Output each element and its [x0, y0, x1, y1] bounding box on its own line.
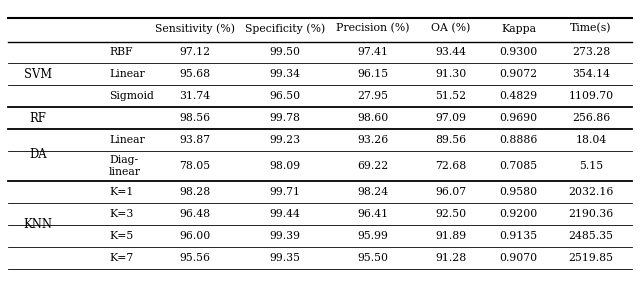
- Text: 97.09: 97.09: [435, 113, 467, 123]
- Text: 31.74: 31.74: [179, 91, 211, 101]
- Text: 96.41: 96.41: [357, 209, 388, 219]
- Text: Sigmoid: Sigmoid: [109, 91, 154, 101]
- Text: Sensitivity (%): Sensitivity (%): [155, 23, 235, 34]
- Text: 354.14: 354.14: [572, 69, 610, 79]
- Text: 0.8886: 0.8886: [499, 135, 538, 145]
- Text: 97.12: 97.12: [179, 47, 211, 57]
- Text: KNN: KNN: [24, 218, 52, 231]
- Text: 97.41: 97.41: [357, 47, 388, 57]
- Text: 0.4829: 0.4829: [499, 91, 538, 101]
- Text: 93.44: 93.44: [435, 47, 467, 57]
- Text: 92.50: 92.50: [435, 209, 467, 219]
- Text: K=3: K=3: [109, 209, 133, 219]
- Text: 78.05: 78.05: [179, 161, 211, 171]
- Text: 95.68: 95.68: [179, 69, 211, 79]
- Text: 95.56: 95.56: [179, 253, 211, 263]
- Text: 98.09: 98.09: [269, 161, 301, 171]
- Text: 2032.16: 2032.16: [568, 187, 614, 197]
- Text: 2190.36: 2190.36: [568, 209, 614, 219]
- Text: Linear: Linear: [109, 135, 145, 145]
- Text: 0.9072: 0.9072: [499, 69, 538, 79]
- Text: 2519.85: 2519.85: [568, 253, 614, 263]
- Text: 99.50: 99.50: [269, 47, 301, 57]
- Text: 0.7085: 0.7085: [499, 161, 538, 171]
- Text: 99.39: 99.39: [269, 231, 301, 241]
- Text: 27.95: 27.95: [357, 91, 388, 101]
- Text: 273.28: 273.28: [572, 47, 610, 57]
- Text: 96.15: 96.15: [357, 69, 388, 79]
- Text: 99.35: 99.35: [269, 253, 301, 263]
- Text: K=1: K=1: [109, 187, 133, 197]
- Text: OA (%): OA (%): [431, 23, 470, 34]
- Text: 0.9300: 0.9300: [499, 47, 538, 57]
- Text: 96.00: 96.00: [179, 231, 211, 241]
- Text: 18.04: 18.04: [575, 135, 607, 145]
- Text: 96.07: 96.07: [435, 187, 467, 197]
- Text: 5.15: 5.15: [579, 161, 603, 171]
- Text: 0.9580: 0.9580: [499, 187, 538, 197]
- Text: 95.50: 95.50: [357, 253, 388, 263]
- Text: 89.56: 89.56: [435, 135, 467, 145]
- Text: 0.9070: 0.9070: [499, 253, 538, 263]
- Text: 0.9200: 0.9200: [499, 209, 538, 219]
- Text: 98.56: 98.56: [179, 113, 211, 123]
- Text: 98.60: 98.60: [357, 113, 388, 123]
- Text: 0.9690: 0.9690: [499, 113, 538, 123]
- Text: K=5: K=5: [109, 231, 133, 241]
- Text: Specificity (%): Specificity (%): [245, 23, 325, 34]
- Text: 51.52: 51.52: [435, 91, 467, 101]
- Text: 91.28: 91.28: [435, 253, 467, 263]
- Text: 99.78: 99.78: [269, 113, 301, 123]
- Text: 96.50: 96.50: [269, 91, 301, 101]
- Text: RF: RF: [29, 112, 47, 125]
- Text: 256.86: 256.86: [572, 113, 610, 123]
- Text: RBF: RBF: [109, 47, 132, 57]
- Text: Kappa: Kappa: [501, 24, 536, 34]
- Text: 93.26: 93.26: [357, 135, 388, 145]
- Text: 99.34: 99.34: [269, 69, 301, 79]
- Text: Diag-
linear: Diag- linear: [109, 155, 141, 177]
- Text: 0.9135: 0.9135: [499, 231, 538, 241]
- Text: Time(s): Time(s): [570, 23, 612, 34]
- Text: Linear: Linear: [109, 69, 145, 79]
- Text: 1109.70: 1109.70: [568, 91, 614, 101]
- Text: 99.23: 99.23: [269, 135, 301, 145]
- Text: 98.24: 98.24: [357, 187, 388, 197]
- Text: 99.44: 99.44: [269, 209, 300, 219]
- Text: 93.87: 93.87: [179, 135, 211, 145]
- Text: 72.68: 72.68: [435, 161, 467, 171]
- Text: DA: DA: [29, 148, 47, 161]
- Text: K=7: K=7: [109, 253, 133, 263]
- Text: Precision (%): Precision (%): [336, 23, 409, 34]
- Text: 91.30: 91.30: [435, 69, 467, 79]
- Text: 91.89: 91.89: [435, 231, 467, 241]
- Text: 96.48: 96.48: [179, 209, 211, 219]
- Text: 69.22: 69.22: [357, 161, 388, 171]
- Text: 2485.35: 2485.35: [568, 231, 614, 241]
- Text: 99.71: 99.71: [269, 187, 301, 197]
- Text: 98.28: 98.28: [179, 187, 211, 197]
- Text: SVM: SVM: [24, 68, 52, 81]
- Text: 95.99: 95.99: [357, 231, 388, 241]
